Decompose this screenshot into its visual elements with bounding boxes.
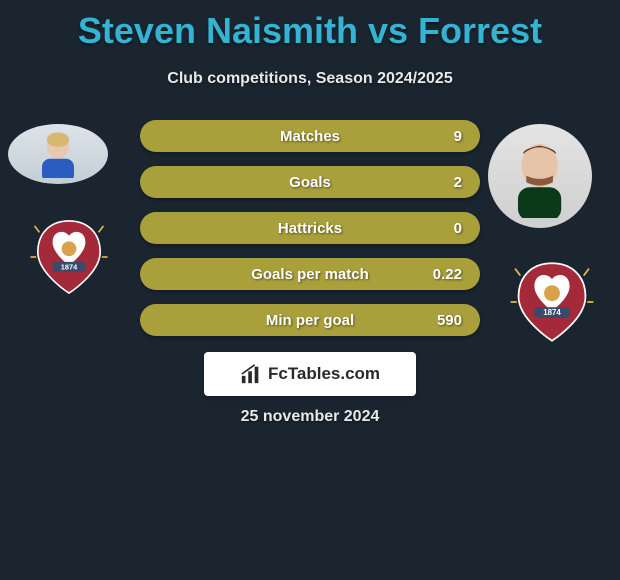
stat-value: 0 — [454, 220, 462, 237]
page-subtitle: Club competitions, Season 2024/2025 — [0, 70, 620, 88]
stat-label: Goals per match — [251, 266, 369, 283]
stat-row: Matches 9 — [140, 120, 480, 152]
stats-container: Matches 9 Goals 2 Hattricks 0 Goals per … — [140, 120, 480, 350]
stat-value: 9 — [454, 128, 462, 145]
person-icon — [18, 130, 98, 178]
svg-text:1874: 1874 — [543, 308, 561, 317]
stat-label: Min per goal — [266, 312, 354, 329]
crest-icon: 1874 — [28, 216, 110, 298]
stat-row: Goals 2 — [140, 166, 480, 198]
player-left-avatar — [8, 124, 108, 184]
stat-row: Min per goal 590 — [140, 304, 480, 336]
chart-bars-icon — [240, 363, 262, 385]
person-icon — [498, 134, 581, 217]
player-right-avatar — [488, 124, 592, 228]
date-label: 25 november 2024 — [0, 408, 620, 426]
club-crest-left: 1874 — [28, 216, 110, 298]
page-title: Steven Naismith vs Forrest — [0, 0, 620, 52]
stat-row: Goals per match 0.22 — [140, 258, 480, 290]
stat-label: Hattricks — [278, 220, 342, 237]
svg-text:1874: 1874 — [61, 262, 78, 271]
stat-value: 2 — [454, 174, 462, 191]
stat-value: 0.22 — [433, 266, 462, 283]
club-crest-right: 1874 — [508, 258, 596, 346]
crest-icon: 1874 — [508, 258, 596, 346]
stat-value: 590 — [437, 312, 462, 329]
stat-label: Matches — [280, 128, 340, 145]
brand-box[interactable]: FcTables.com — [204, 352, 416, 396]
stat-label: Goals — [289, 174, 331, 191]
brand-label: FcTables.com — [268, 364, 380, 384]
stat-row: Hattricks 0 — [140, 212, 480, 244]
